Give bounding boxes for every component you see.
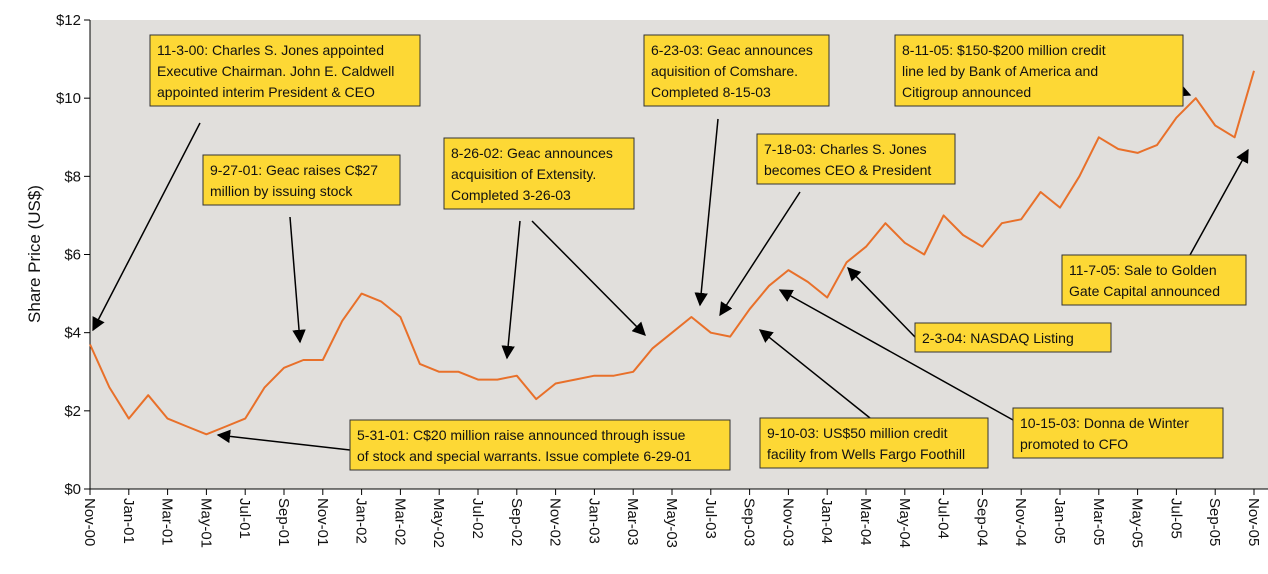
x-tick-label: Nov-01 xyxy=(314,498,331,546)
annotation-arrow xyxy=(92,122,201,332)
annotation-arrow xyxy=(719,191,801,317)
x-tick-label: Jan-03 xyxy=(585,498,602,544)
annotation-box xyxy=(202,154,401,206)
x-tick-label: Nov-03 xyxy=(779,498,796,546)
annotation-text: Gate Capital announced xyxy=(1069,283,1220,299)
x-tick-label: Mar-03 xyxy=(624,498,641,546)
annotation-box xyxy=(756,133,956,185)
annotation-text: 8-26-02: Geac announces xyxy=(451,145,613,161)
x-tick-label: Mar-05 xyxy=(1090,498,1107,546)
y-tick-label: $8 xyxy=(64,168,81,185)
x-tick-label: May-05 xyxy=(1129,498,1146,548)
x-tick-label: Nov-04 xyxy=(1012,498,1029,546)
annotation-box xyxy=(1012,407,1224,459)
y-tick-label: $4 xyxy=(64,325,81,342)
annotation-text: 7-18-03: Charles S. Jones xyxy=(764,141,927,157)
annotation-text: Completed 8-15-03 xyxy=(651,84,771,100)
x-tick-label: May-03 xyxy=(663,498,680,548)
y-tick-label: $2 xyxy=(64,403,81,420)
x-tick-label: Sep-02 xyxy=(508,498,525,546)
x-tick-label: Mar-01 xyxy=(159,498,176,546)
x-tick-label: Jul-04 xyxy=(935,498,952,539)
x-tick-label: Nov-02 xyxy=(547,498,564,546)
x-tick-label: Jan-05 xyxy=(1051,498,1068,544)
annotation-text: 10-15-03: Donna de Winter xyxy=(1020,415,1189,431)
annotation-text: million by issuing stock xyxy=(210,183,353,199)
annotation-box xyxy=(149,34,421,107)
x-tick-label: Sep-04 xyxy=(973,498,990,546)
annotation-text: becomes CEO & President xyxy=(764,162,931,178)
annotation-text: facility from Wells Fargo Foothill xyxy=(767,446,965,462)
annotation-box xyxy=(914,322,1112,353)
x-tick-label: Mar-04 xyxy=(857,498,874,546)
annotation-arrow xyxy=(289,216,306,344)
x-tick-label: Sep-05 xyxy=(1206,498,1223,546)
annotation-text: 9-27-01: Geac raises C$27 xyxy=(210,162,378,178)
annotation-text: 11-3-00: Charles S. Jones appointed xyxy=(157,42,384,58)
annotation-arrow xyxy=(531,220,646,336)
annotation-text: appointed interim President & CEO xyxy=(157,84,375,100)
annotation-box xyxy=(349,419,731,471)
x-tick-label: May-02 xyxy=(430,498,447,548)
annotation-box xyxy=(1061,254,1247,306)
annotation-arrow xyxy=(216,429,351,451)
annotation-text: Executive Chairman. John E. Caldwell xyxy=(157,63,394,79)
x-tick-label: Jan-02 xyxy=(353,498,370,544)
annotation-arrow xyxy=(694,118,719,307)
annotation-text: promoted to CFO xyxy=(1020,436,1128,452)
annotation-text: 11-7-05: Sale to Golden xyxy=(1069,262,1217,278)
x-tick-label: May-01 xyxy=(197,498,214,548)
x-tick-label: Sep-01 xyxy=(275,498,292,546)
x-tick-label: Nov-00 xyxy=(81,498,98,546)
x-tick-label: Jul-01 xyxy=(236,498,253,539)
annotation-arrow xyxy=(501,220,521,360)
x-tick-label: Jul-02 xyxy=(469,498,486,539)
annotation-text: acquisition of Extensity. xyxy=(451,166,596,182)
annotation-text: of stock and special warrants. Issue com… xyxy=(357,448,692,464)
annotation-text: 2-3-04: NASDAQ Listing xyxy=(922,330,1074,346)
annotation-text: 6-23-03: Geac announces xyxy=(651,42,813,58)
x-tick-label: Mar-02 xyxy=(391,498,408,546)
x-tick-label: Jan-01 xyxy=(120,498,137,544)
annotation-arrow xyxy=(1189,148,1249,256)
annotation-text: 9-10-03: US$50 million credit xyxy=(767,425,948,441)
annotation-text: Citigroup announced xyxy=(902,84,1031,100)
annotation-box xyxy=(894,34,1184,107)
annotation-arrow xyxy=(847,267,916,338)
annotation-text: aquisition of Comshare. xyxy=(651,63,798,79)
x-tick-label: Nov-05 xyxy=(1245,498,1262,546)
annotation-box xyxy=(443,137,635,210)
y-tick-label: $0 xyxy=(64,481,81,498)
x-tick-label: May-04 xyxy=(896,498,913,548)
y-tick-label: $12 xyxy=(56,12,81,29)
annotation-box xyxy=(643,34,830,107)
price-line xyxy=(89,70,1255,436)
annotation-box xyxy=(759,417,989,469)
annotation-text: line led by Bank of America and xyxy=(902,63,1098,79)
annotation-arrow xyxy=(758,329,871,419)
x-tick-label: Jul-03 xyxy=(702,498,719,539)
annotation-text: Completed 3-26-03 xyxy=(451,187,571,203)
x-tick-label: Sep-03 xyxy=(741,498,758,546)
x-tick-label: Jul-05 xyxy=(1167,498,1184,539)
annotation-text: 5-31-01: C$20 million raise announced th… xyxy=(357,427,686,443)
y-tick-label: $10 xyxy=(56,90,81,107)
annotation-text: 8-11-05: $150-$200 million credit xyxy=(902,42,1106,58)
annotation-arrow xyxy=(778,289,1014,421)
y-tick-label: $6 xyxy=(64,247,81,264)
y-axis-label: Share Price (US$) xyxy=(25,185,44,323)
x-tick-label: Jan-04 xyxy=(818,498,835,544)
